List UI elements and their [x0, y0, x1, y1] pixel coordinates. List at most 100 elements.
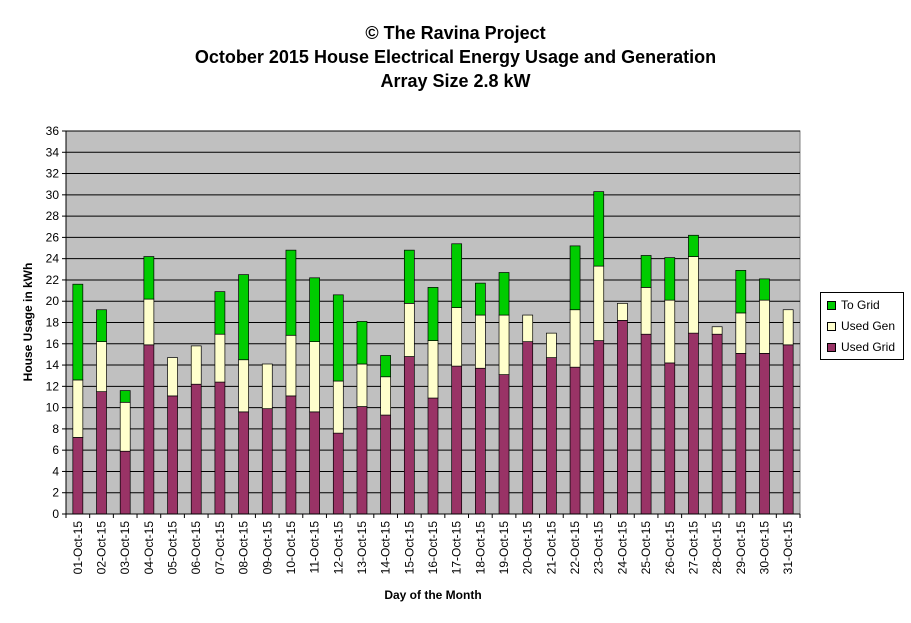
x-tick-label: 21-Oct-15: [544, 521, 558, 575]
bar-used-grid: [640, 333, 652, 515]
bar-used-grid: [380, 414, 391, 515]
legend-item-to-grid: To Grid: [827, 297, 880, 313]
x-tick-label: 17-Oct-15: [450, 521, 464, 575]
bar-used-gen: [356, 363, 368, 407]
x-axis-title: Day of the Month: [384, 588, 481, 602]
x-tick-label: 11-Oct-15: [308, 521, 322, 574]
legend-item-used-grid: Used Grid: [827, 339, 895, 355]
x-tick-label: 18-Oct-15: [473, 521, 487, 575]
x-tick-label: 22-Oct-15: [568, 521, 582, 575]
x-tick-label: 03-Oct-15: [118, 521, 132, 575]
x-tick-label: 02-Oct-15: [95, 521, 109, 575]
bar-used-gen: [285, 334, 297, 397]
bar-used-gen: [332, 380, 344, 434]
bar-used-grid: [546, 357, 557, 515]
bar-used-gen: [119, 401, 131, 452]
x-tick-label: 16-Oct-15: [426, 521, 440, 575]
bar-used-gen: [214, 333, 226, 383]
legend-label-used-gen: Used Gen: [841, 319, 896, 333]
bar-used-gen: [427, 340, 439, 399]
x-tick-label: 08-Oct-15: [237, 521, 251, 575]
bar-used-gen: [238, 359, 249, 413]
y-tick-label: 10: [46, 401, 60, 415]
bar-used-grid: [427, 397, 439, 515]
bar-to-grid: [380, 355, 391, 378]
legend-label-used-grid: Used Grid: [841, 340, 896, 354]
y-tick-label: 24: [46, 252, 60, 266]
bar-used-grid: [214, 381, 226, 515]
bar-used-grid: [617, 320, 628, 515]
y-tick-label: 36: [46, 124, 60, 138]
bar-to-grid: [427, 287, 439, 341]
bar-to-grid: [569, 245, 581, 311]
y-tick-label: 30: [46, 188, 60, 202]
bar-to-grid: [475, 282, 486, 316]
bar-used-grid: [285, 395, 297, 515]
y-tick-label: 12: [46, 379, 60, 393]
x-tick-label: 30-Oct-15: [757, 521, 771, 575]
bar-used-grid: [309, 411, 320, 515]
x-tick-label: 19-Oct-15: [497, 521, 511, 575]
legend-label-to-grid: To Grid: [841, 298, 880, 312]
y-tick-label: 14: [46, 358, 60, 372]
bar-to-grid: [72, 283, 84, 381]
x-tick-label: 24-Oct-15: [615, 521, 629, 575]
bar-used-gen: [569, 309, 581, 368]
bar-used-gen: [782, 309, 794, 346]
bar-used-grid: [332, 432, 344, 515]
bar-used-grid: [711, 333, 723, 515]
y-tick-label: 4: [52, 464, 59, 478]
bar-to-grid: [640, 255, 652, 288]
y-tick-label: 6: [52, 443, 59, 457]
bar-used-gen: [475, 314, 486, 369]
y-tick-label: 18: [46, 316, 60, 330]
bar-used-grid: [782, 344, 794, 515]
legend-swatch-used-grid: [827, 342, 836, 352]
bar-used-gen: [309, 341, 320, 413]
bar-used-gen: [403, 303, 415, 357]
legend-swatch-used-gen: [827, 321, 836, 331]
x-tick-label: 09-Oct-15: [260, 521, 274, 575]
bar-used-grid: [688, 332, 699, 515]
y-axis-title: House Usage in kWh: [21, 263, 35, 382]
bar-to-grid: [214, 291, 226, 335]
y-tick-label: 8: [52, 422, 59, 436]
bar-to-grid: [664, 257, 676, 301]
bar-used-grid: [96, 391, 107, 515]
x-tick-label: 12-Oct-15: [331, 521, 345, 575]
bar-used-gen: [451, 307, 463, 367]
x-tick-label: 15-Oct-15: [402, 521, 416, 575]
x-tick-label: 04-Oct-15: [142, 521, 156, 575]
bar-used-gen: [688, 256, 699, 334]
legend-swatch-to-grid: [827, 300, 836, 310]
bar-used-grid: [190, 383, 202, 515]
chart-title-line-2: October 2015 House Electrical Energy Usa…: [194, 47, 717, 67]
y-tick-label: 2: [52, 486, 59, 500]
bar-used-grid: [167, 395, 178, 515]
bar-used-gen: [143, 298, 155, 346]
bar-used-grid: [498, 374, 510, 515]
bar-used-grid: [522, 341, 534, 515]
bar-used-grid: [238, 411, 249, 515]
x-tick-label: 31-Oct-15: [781, 521, 795, 575]
y-tick-label: 34: [46, 145, 60, 159]
bar-to-grid: [759, 278, 770, 301]
bar-to-grid: [498, 272, 510, 316]
bar-used-gen: [498, 314, 510, 375]
bar-used-gen: [759, 299, 770, 354]
x-tick-label: 27-Oct-15: [686, 521, 700, 575]
bar-used-grid: [356, 406, 368, 515]
bar-used-grid: [72, 437, 84, 515]
x-tick-label: 05-Oct-15: [166, 521, 180, 575]
bar-to-grid: [309, 277, 320, 343]
bar-used-grid: [569, 366, 581, 515]
bar-used-gen: [546, 332, 557, 358]
bar-used-gen: [617, 303, 628, 321]
bar-used-gen: [167, 357, 178, 397]
bar-to-grid: [285, 249, 297, 336]
x-tick-label: 25-Oct-15: [639, 521, 653, 575]
y-tick-label: 22: [46, 273, 60, 287]
y-tick-label: 28: [46, 209, 60, 223]
bar-to-grid: [119, 390, 131, 403]
